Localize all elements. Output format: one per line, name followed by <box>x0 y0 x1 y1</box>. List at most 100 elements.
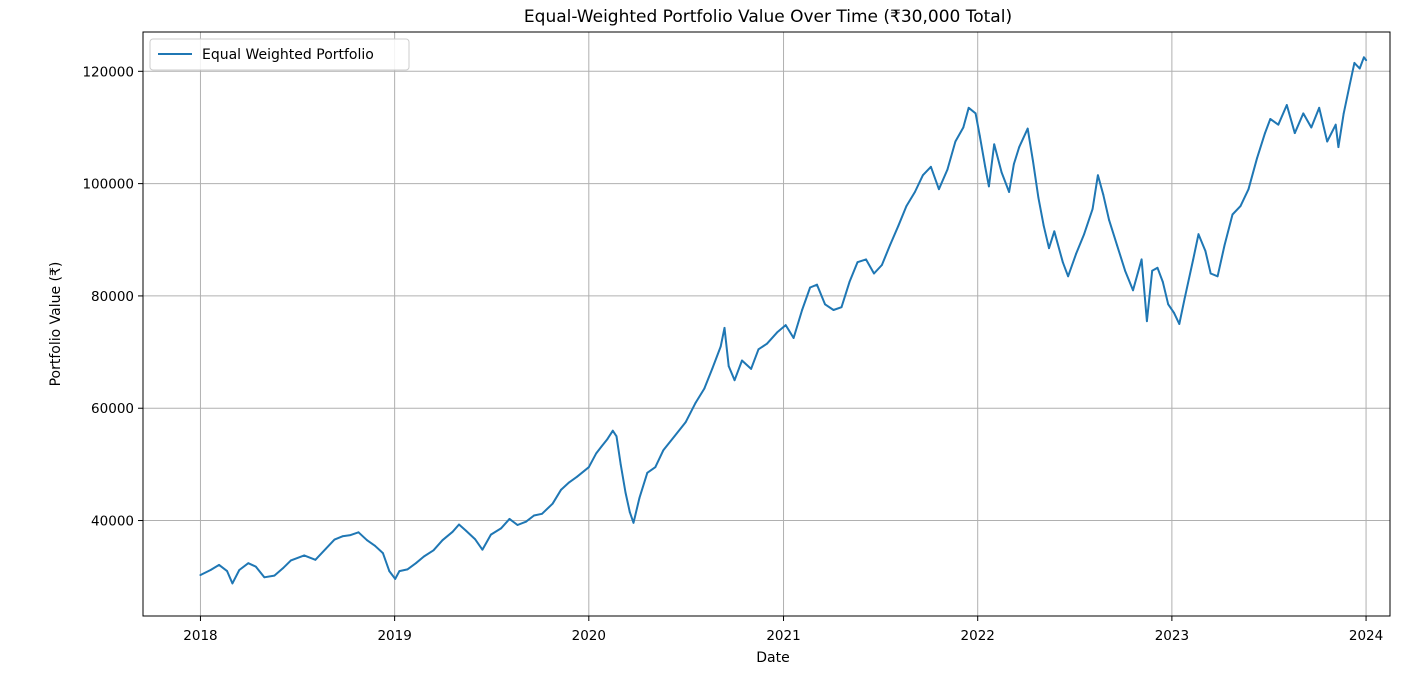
data-point <box>881 264 883 266</box>
data-point <box>889 244 891 247</box>
data-point <box>1167 303 1170 306</box>
data-point <box>290 559 292 562</box>
data-point <box>1197 233 1200 236</box>
x-tick-label: 2023 <box>1155 628 1189 644</box>
data-point <box>282 567 284 570</box>
x-tick-label: 2021 <box>766 628 800 644</box>
y-tick-label: 40000 <box>91 514 134 530</box>
data-point <box>247 562 250 565</box>
data-point <box>303 554 306 557</box>
data-point <box>1353 62 1356 64</box>
data-point <box>415 562 417 565</box>
data-point <box>615 435 618 438</box>
data-point <box>784 324 787 326</box>
data-point <box>333 538 336 541</box>
data-point <box>646 471 649 474</box>
data-point <box>388 570 391 572</box>
data-point <box>792 337 795 339</box>
data-point <box>1075 252 1077 255</box>
data-point <box>1173 311 1175 314</box>
data-point <box>832 309 835 311</box>
data-point <box>1042 224 1045 227</box>
data-point <box>628 511 631 513</box>
data-point <box>727 365 730 367</box>
data-point <box>226 570 229 572</box>
data-point <box>611 429 614 432</box>
data-point <box>984 165 987 168</box>
plot-frame <box>142 31 1391 617</box>
data-point <box>1132 289 1134 292</box>
data-point <box>1102 193 1105 196</box>
data-point <box>922 174 924 177</box>
data-point <box>816 283 818 286</box>
data-point <box>988 185 990 188</box>
data-point <box>733 379 736 382</box>
data-point <box>423 555 425 558</box>
data-point <box>1008 191 1010 193</box>
data-point <box>662 449 665 452</box>
data-point <box>1310 126 1313 129</box>
x-tick-label: 2019 <box>377 628 411 644</box>
data-point <box>1032 160 1034 163</box>
data-point <box>930 165 932 168</box>
data-point <box>1326 140 1329 143</box>
data-point <box>848 281 851 283</box>
data-point <box>632 521 635 524</box>
data-point <box>500 527 502 530</box>
data-point <box>1277 123 1280 126</box>
data-point <box>719 345 722 348</box>
data-point <box>481 548 484 551</box>
data-point <box>595 452 598 455</box>
data-point <box>638 497 641 499</box>
data-point <box>938 188 940 191</box>
data-point <box>619 463 622 466</box>
data-point <box>897 224 900 227</box>
data-point <box>1156 266 1159 269</box>
data-point <box>711 368 714 370</box>
data-point <box>398 570 401 572</box>
data-point <box>314 558 317 561</box>
tick-layer: 2018 2019 2020 2021 2022 2023 2024 40000 60000 80… <box>82 64 1383 644</box>
data-point <box>993 143 996 146</box>
data-point <box>1318 106 1321 109</box>
legend-entry-label: Equal Weighted Portfolio <box>202 47 374 63</box>
grid-layer <box>143 32 1390 616</box>
data-point <box>1067 275 1069 278</box>
data-point <box>840 306 843 309</box>
data-point <box>1048 247 1050 250</box>
data-point <box>508 518 511 520</box>
data-point <box>551 502 554 505</box>
data-point <box>516 524 519 526</box>
data-point <box>1026 127 1029 130</box>
data-point <box>1363 56 1365 59</box>
data-point <box>824 303 826 306</box>
series-layer <box>199 56 1368 585</box>
data-point <box>1302 112 1305 115</box>
data-point <box>576 475 578 478</box>
data-point <box>703 387 706 390</box>
data-point <box>673 435 676 438</box>
data-point <box>1285 104 1288 106</box>
data-point <box>624 491 627 494</box>
data-point <box>238 569 241 571</box>
data-point <box>441 539 444 542</box>
data-point <box>1342 112 1345 115</box>
data-point <box>600 445 603 448</box>
legend-box <box>149 38 410 71</box>
data-point <box>1091 208 1094 210</box>
data-point <box>1334 123 1337 126</box>
data-point <box>1358 67 1361 70</box>
data-point <box>1097 174 1099 177</box>
data-point <box>1256 157 1258 160</box>
data-point <box>978 135 981 137</box>
x-tick-label: 2020 <box>572 628 606 644</box>
data-point <box>525 520 527 523</box>
y-tick-label: 120000 <box>82 64 134 80</box>
data-point <box>1337 146 1340 149</box>
data-point <box>1293 132 1296 135</box>
data-point <box>766 342 768 345</box>
series-line-equal-weighted-portfolio <box>199 56 1368 585</box>
data-point <box>723 327 726 329</box>
data-point <box>694 401 697 404</box>
data-point <box>541 512 543 515</box>
